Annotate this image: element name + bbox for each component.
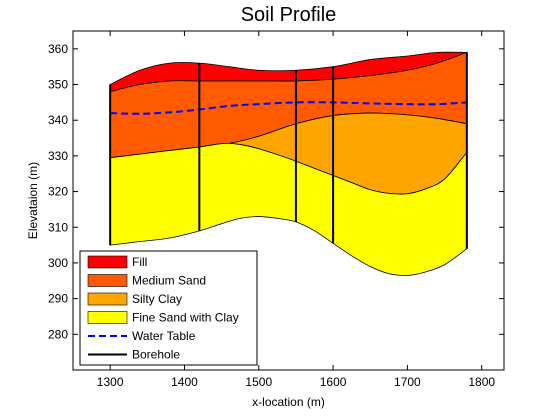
water-table-line [110,101,467,115]
legend-swatch-silty-clay [87,292,128,306]
y-tick-label: 330 [48,149,68,163]
x-tick-label: 1300 [97,375,124,389]
y-axis-label: Elevataion (m) [26,162,40,239]
y-tick-label: 310 [48,220,68,234]
legend-label-fill: Fill [132,255,147,269]
y-tick-label: 300 [48,256,68,270]
y-tick-label: 360 [48,42,68,56]
legend-swatch-medium-sand [87,274,128,287]
x-tick-label: 1600 [320,375,347,389]
y-tick-label: 290 [48,292,68,306]
x-tick-label: 1500 [245,375,272,389]
legend-label-fine-sand-with-clay: Fine Sand with Clay [132,311,239,325]
legend-label-water-table: Water Table [132,329,196,343]
legend-label-silty-clay: Silty Clay [132,292,182,306]
axes-box [72,30,505,371]
legend-label-borehole: Borehole [132,348,180,362]
plot-area [109,51,468,276]
axis-ticks: 1300 1400 1500 1600 1700 1800 280 290 300 310 320 3… [48,31,504,389]
x-axis-label: x-location (m) [252,395,325,409]
chart-title: Soil Profile [241,4,337,26]
x-tick-label: 1800 [468,375,495,389]
y-tick-label: 280 [48,327,68,341]
x-tick-label: 1700 [394,375,421,389]
legend-box [79,250,258,366]
legend: Fill Medium Sand Silty Clay Fine Sand with … [79,250,258,366]
y-tick-label: 350 [48,78,68,92]
legend-swatch-fill [87,255,128,269]
legend-swatch-fine-sand-with-clay [87,311,128,324]
y-tick-label: 320 [48,185,68,199]
x-tick-label: 1400 [171,375,198,389]
legend-label-medium-sand: Medium Sand [132,274,206,288]
y-tick-label: 340 [48,113,68,127]
